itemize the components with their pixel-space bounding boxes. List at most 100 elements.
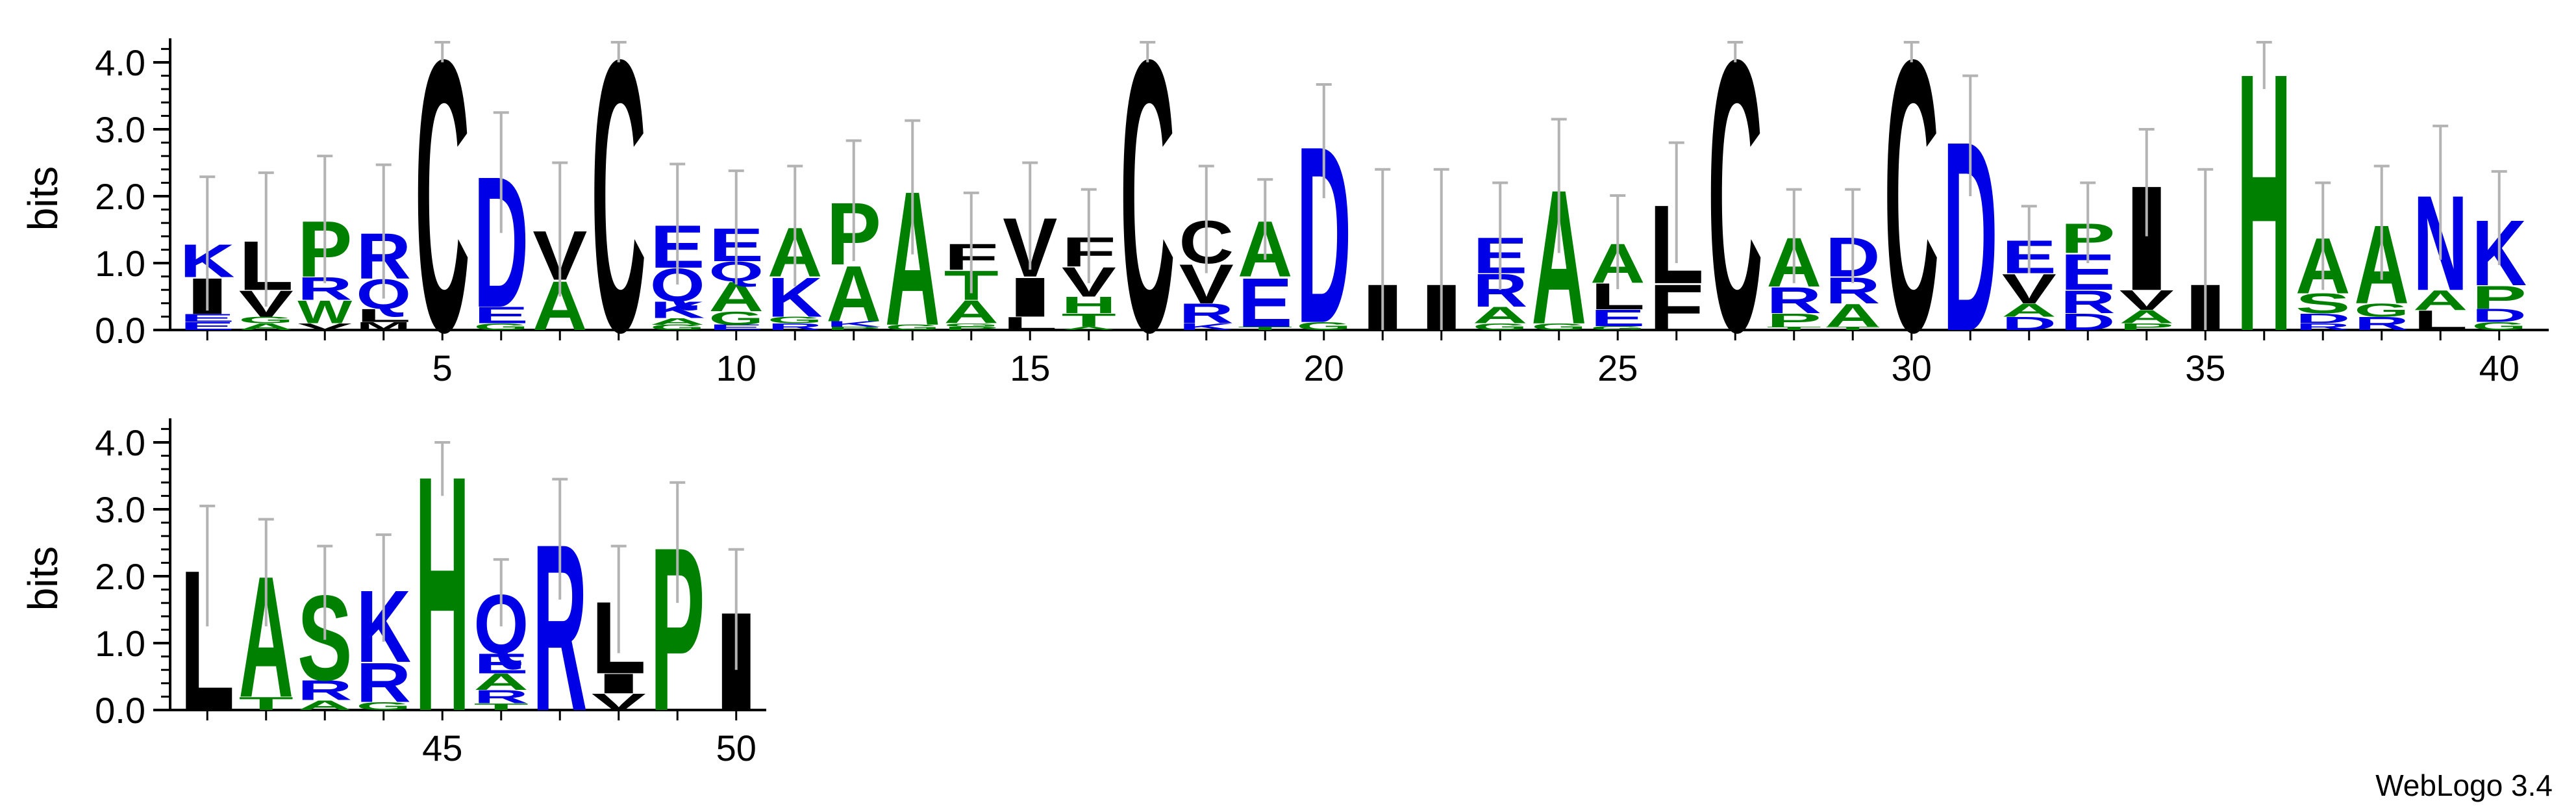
y-tick-label: 4.0: [95, 42, 145, 83]
position-stack: L: [180, 504, 234, 753]
residue-glyph: G: [2355, 299, 2409, 320]
residue-glyph: A: [1473, 303, 1528, 329]
position-stack: I: [2178, 168, 2232, 344]
position-stack: I: [709, 548, 764, 740]
residue-glyph: V: [592, 689, 646, 715]
position-stack: GD: [1296, 82, 1351, 375]
residue-glyph: E: [474, 302, 529, 328]
residue-glyph: A: [473, 669, 529, 695]
residue-glyph: C: [1708, 0, 1762, 413]
residue-glyph: W: [297, 294, 353, 331]
x-tick-label: 50: [716, 728, 757, 768]
residue-glyph: P: [827, 326, 881, 331]
position-stack: ARS: [297, 544, 353, 713]
x-tick-label: 30: [1892, 348, 1932, 388]
position-stack: D: [1943, 74, 1997, 388]
position-stack: VIL: [592, 544, 646, 715]
position-stack: P: [650, 481, 705, 760]
residue-glyph: A: [2413, 285, 2468, 316]
residue-glyph: I: [592, 668, 646, 699]
residue-glyph: R: [2060, 284, 2115, 320]
x-tick-label: 40: [2479, 348, 2520, 388]
position-stack: I: [1355, 168, 1410, 344]
position-stack: LIV: [1003, 161, 1057, 334]
residue-glyph: G: [356, 700, 411, 713]
residue-glyph: C: [415, 0, 469, 413]
position-stack: RGA: [2354, 164, 2409, 334]
residue-glyph: E: [180, 320, 234, 333]
residue-glyph: F: [1649, 270, 1704, 344]
y-tick-label: 0.0: [95, 310, 145, 351]
residue-glyph: G: [768, 315, 822, 325]
residue-glyph: A: [297, 698, 353, 713]
residue-glyph: T: [474, 702, 529, 712]
residue-glyph: A: [650, 316, 705, 327]
position-stack: C: [415, 0, 469, 413]
position-stack: LAN: [2413, 124, 2468, 336]
residue-glyph: G: [2472, 320, 2527, 333]
residue-glyph: D: [2295, 311, 2351, 326]
residue-glyph: P: [2472, 279, 2527, 316]
residue-glyph: L: [356, 305, 411, 326]
position-stack: GED: [474, 111, 529, 347]
residue-glyph: A: [1062, 325, 1116, 331]
y-tick-label: 2.0: [95, 556, 145, 597]
residue-glyph: G: [1297, 320, 1351, 333]
residue-glyph: T: [1825, 325, 1880, 331]
residue-glyph: T: [1238, 325, 1292, 331]
y-tick-label: 4.0: [95, 422, 145, 463]
residue-glyph: D: [2471, 305, 2527, 326]
residue-glyph: E: [180, 312, 234, 324]
residue-glyph: K: [1179, 322, 1234, 332]
residue-glyph: K: [650, 297, 705, 323]
residue-glyph: G: [1590, 325, 1645, 331]
residue-glyph: E: [473, 648, 529, 679]
residue-glyph: P: [2120, 322, 2174, 332]
residue-glyph: V: [2002, 266, 2057, 312]
y-tick-label: 3.0: [95, 489, 145, 530]
residue-glyph: C: [592, 0, 646, 413]
position-stack: I: [1414, 168, 1469, 344]
residue-glyph: E: [1590, 305, 1645, 331]
position-stack: GA: [1532, 118, 1586, 364]
y-tick-label: 1.0: [95, 623, 145, 664]
position-stack: TEA: [1238, 178, 1292, 342]
position-stack: R: [532, 477, 587, 761]
residue-glyph: M: [356, 320, 411, 333]
residue-glyph: A: [2119, 307, 2174, 327]
x-tick-label: 5: [432, 348, 453, 388]
residue-glyph: D: [2001, 313, 2057, 334]
residue-glyph: G: [474, 322, 529, 332]
residue-glyph: A: [238, 322, 294, 332]
y-tick-label: 2.0: [95, 176, 145, 217]
residue-glyph: D: [2060, 309, 2116, 335]
position-stack: FL: [1649, 141, 1704, 344]
residue-glyph: H: [1061, 292, 1116, 318]
residue-glyph: V: [2120, 285, 2174, 316]
residue-glyph: A: [2001, 300, 2057, 321]
x-tick-label: 35: [2185, 348, 2225, 388]
x-tick-label: 10: [716, 348, 757, 388]
residue-glyph: L: [1003, 313, 1057, 334]
position-stack: H: [415, 405, 469, 781]
residue-glyph: C: [1120, 0, 1175, 413]
residue-glyph: S: [2295, 288, 2351, 319]
residue-glyph: K: [827, 320, 881, 328]
